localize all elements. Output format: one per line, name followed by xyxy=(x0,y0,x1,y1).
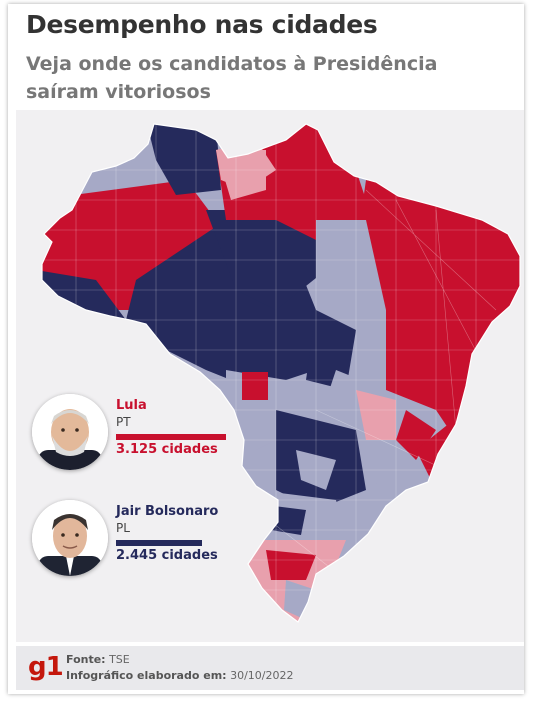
candidate-name: Jair Bolsonaro xyxy=(116,504,219,519)
candidate-bar xyxy=(116,540,202,546)
candidate-party: PT xyxy=(116,415,131,429)
footer: g1 Fonte: TSE Infográfico elaborado em: … xyxy=(16,646,524,690)
date-value: 30/10/2022 xyxy=(230,669,294,682)
source-line: Fonte: TSE xyxy=(66,653,130,666)
page-subtitle: Veja onde os candidatos à Presidência sa… xyxy=(26,53,438,103)
candidate-name: Lula xyxy=(116,398,147,413)
candidate-count: 3.125 cidades xyxy=(116,442,218,457)
date-label: Infográfico elaborado em: xyxy=(66,669,227,682)
page-title: Desempenho nas cidades xyxy=(26,10,378,39)
g1-logo: g1 xyxy=(28,652,64,682)
infographic-card: Desempenho nas cidades Veja onde os cand… xyxy=(8,4,524,694)
brazil-outline xyxy=(41,123,521,623)
lula-portrait-icon xyxy=(32,394,108,470)
candidate-count: 2.445 cidades xyxy=(116,548,218,563)
date-line: Infográfico elaborado em: 30/10/2022 xyxy=(66,669,293,682)
candidate-lula: Lula PT 3.125 cidades xyxy=(32,394,232,474)
source-value: TSE xyxy=(109,653,130,666)
candidate-bolsonaro: Jair Bolsonaro PL 2.445 cidades xyxy=(32,500,232,580)
source-label: Fonte: xyxy=(66,653,106,666)
brazil-map xyxy=(41,123,521,623)
candidate-party: PL xyxy=(116,521,130,535)
bolsonaro-portrait-icon xyxy=(32,500,108,576)
map-panel: Lula PT 3.125 cidades Jair Bolsonaro xyxy=(16,110,524,642)
candidate-bar xyxy=(116,434,226,440)
